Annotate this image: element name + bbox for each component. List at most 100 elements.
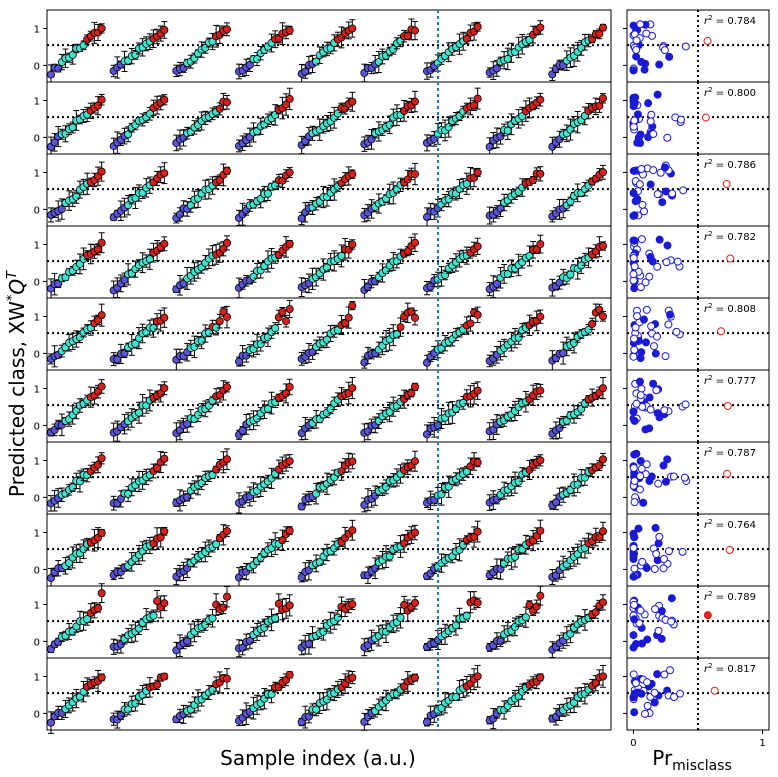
data-point (396, 323, 405, 332)
data-point (337, 251, 346, 260)
data-point (94, 245, 103, 254)
data-point (312, 489, 321, 498)
data-point (54, 64, 63, 73)
data-point (599, 384, 608, 393)
data-point (304, 639, 313, 648)
data-point (72, 192, 81, 201)
data-point (348, 457, 357, 466)
y-tick-label: 0 (34, 565, 40, 576)
left-panel-7: 01 (34, 441, 612, 515)
data-point (492, 64, 501, 73)
data-point (160, 239, 169, 248)
data-point (407, 389, 416, 398)
data-point (160, 454, 169, 463)
data-point (599, 242, 608, 251)
y-tick-label: 0 (34, 637, 40, 648)
data-point (348, 240, 357, 249)
left-panel-4: 01 (34, 225, 612, 301)
data-point (451, 621, 460, 630)
data-point (536, 312, 545, 321)
data-point (222, 166, 231, 175)
data-point (410, 238, 419, 247)
left-panel-9: 01 (34, 583, 612, 659)
data-point (536, 526, 545, 535)
y-tick-label: 1 (34, 600, 40, 611)
data-point (97, 311, 106, 320)
data-point (573, 480, 582, 489)
data-point (79, 41, 88, 50)
left-panel-3: 01 (34, 153, 612, 227)
data-point (473, 168, 482, 177)
data-point (392, 330, 401, 339)
data-point (536, 95, 545, 104)
data-point (570, 339, 579, 348)
data-point (333, 613, 342, 622)
data-point (410, 457, 419, 466)
data-point (131, 50, 140, 59)
data-point (348, 170, 357, 179)
data-point (222, 527, 231, 536)
data-point (215, 104, 224, 113)
data-point (529, 175, 538, 184)
data-point (536, 240, 545, 249)
data-point (94, 604, 103, 613)
y-tick-label: 0 (34, 61, 40, 72)
left-panel-5: 01 (34, 297, 612, 371)
y-tick-label: 1 (34, 24, 40, 35)
data-point (591, 608, 600, 617)
data-point (441, 270, 450, 279)
y-tick-label: 0 (34, 349, 40, 360)
data-point (285, 305, 294, 314)
data-point (285, 457, 294, 466)
data-point (285, 526, 294, 535)
data-point (566, 270, 575, 279)
y-tick-label: 1 (34, 384, 40, 395)
data-point (297, 502, 306, 511)
left-panel-2: 01 (34, 81, 612, 157)
data-point (94, 460, 103, 469)
data-point (222, 313, 231, 322)
data-point (160, 169, 169, 178)
data-point (57, 205, 66, 214)
data-point (410, 598, 419, 607)
data-point (160, 527, 169, 536)
data-point (410, 313, 419, 322)
y-tick-label: 0 (34, 277, 40, 288)
data-point (160, 599, 169, 608)
left-panel-10: 01 (34, 657, 612, 734)
data-point (599, 94, 608, 103)
data-point (599, 598, 608, 607)
data-point (256, 339, 265, 348)
data-point (319, 627, 328, 636)
data-point (97, 24, 106, 33)
data-point (536, 456, 545, 465)
data-point (97, 167, 106, 176)
y-tick-label: 0 (34, 205, 40, 216)
data-point (97, 95, 106, 104)
data-point (536, 386, 545, 395)
data-point (160, 313, 169, 322)
data-point (348, 301, 357, 310)
data-point (473, 310, 482, 319)
data-point (466, 319, 475, 328)
data-point (160, 25, 169, 34)
data-point (222, 238, 231, 247)
data-point (285, 382, 294, 391)
data-point (222, 98, 231, 107)
data-point (222, 455, 231, 464)
y-tick-label: 0 (34, 493, 40, 504)
data-point (208, 614, 217, 623)
data-point (333, 109, 342, 118)
data-point (344, 313, 353, 322)
data-point (61, 273, 70, 282)
data-point (473, 94, 482, 103)
data-point (410, 26, 419, 35)
data-point (222, 592, 231, 601)
data-point (595, 29, 604, 38)
y-tick-label: 1 (34, 312, 40, 323)
data-point (149, 324, 158, 333)
data-point (285, 26, 294, 35)
left-panel-1: 01 (34, 9, 612, 85)
data-point (485, 142, 494, 151)
